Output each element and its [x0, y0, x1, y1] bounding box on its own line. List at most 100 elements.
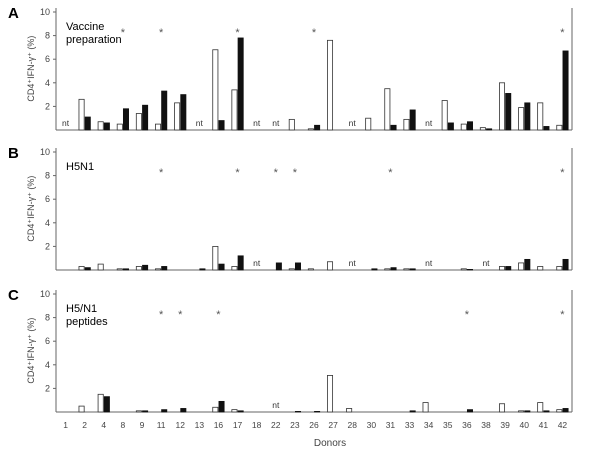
bar-white-donor-27: [327, 261, 334, 271]
y-tick-label: 2: [45, 241, 50, 251]
x-tick-label: 39: [500, 420, 510, 430]
bar-white-donor-16: [212, 406, 219, 413]
bar-white-donor-4: [97, 121, 104, 131]
x-tick-label: 11: [157, 420, 166, 430]
bar-white-donor-30: [365, 117, 372, 131]
bar-black-donor-16: [218, 120, 225, 131]
x-tick-label: 30: [367, 420, 377, 430]
x-tick-label: 17: [233, 420, 243, 430]
bar-black-donor-4: [103, 122, 110, 131]
y-tick-label: 8: [45, 171, 50, 181]
bar-white-donor-12: [174, 102, 181, 131]
bar-black-donor-40: [524, 102, 531, 131]
x-tick-label: 28: [347, 420, 357, 430]
bar-white-donor-36: [460, 123, 467, 131]
bar-black-donor-4: [103, 396, 110, 413]
panel-letter: B: [8, 145, 19, 162]
x-tick-label: 8: [121, 420, 126, 430]
bar-black-donor-42: [562, 258, 569, 271]
x-tick-label: 12: [175, 420, 185, 430]
bar-white-donor-42: [556, 124, 563, 131]
significance-star: *: [274, 167, 279, 179]
bar-white-donor-31: [384, 268, 391, 271]
not-tested-label: nt: [349, 258, 357, 268]
bar-white-donor-41: [537, 102, 544, 131]
x-tick-label: 9: [140, 420, 145, 430]
bar-black-donor-40: [524, 258, 531, 271]
bar-white-donor-8: [116, 268, 123, 271]
x-tick-label: 23: [290, 420, 300, 430]
bar-white-donor-41: [537, 266, 544, 271]
panel-title: preparation: [66, 34, 122, 46]
x-axis-label: Donors: [314, 438, 346, 449]
y-tick-label: 10: [40, 7, 50, 17]
panel-title: peptides: [66, 316, 108, 328]
bar-white-donor-42: [556, 409, 563, 413]
x-axis-tick-labels: 1 2 4 8 9 11 12 13 16 17 18 22 23 26 27 28 30 31 33 34 35 36 3…: [63, 420, 567, 430]
bar-white-donor-23: [288, 268, 295, 271]
bar-black-donor-11: [161, 266, 168, 271]
not-tested-label: nt: [425, 258, 433, 268]
bar-black-donor-33: [409, 109, 416, 131]
panel-letter: C: [8, 287, 19, 304]
y-tick-label: 2: [45, 101, 50, 111]
bar-white-donor-11: [155, 123, 162, 131]
bar-black-donor-33: [409, 410, 416, 413]
x-tick-label: 18: [252, 420, 262, 430]
not-tested-label: nt: [272, 400, 280, 410]
bar-black-donor-39: [505, 93, 512, 131]
y-tick-label: 4: [45, 218, 50, 228]
x-tick-label: 26: [309, 420, 319, 430]
not-tested-label: nt: [482, 258, 490, 268]
y-axis-label: CD4⁺IFN-γ⁺ (%): [26, 318, 36, 384]
y-tick-label: 2: [45, 383, 50, 393]
x-tick-label: 2: [82, 420, 87, 430]
bar-black-donor-36: [466, 409, 473, 413]
bar-black-donor-26: [314, 124, 321, 131]
bar-black-donor-23: [294, 262, 301, 271]
y-tick-label: 4: [45, 78, 50, 88]
x-tick-label: 35: [443, 420, 453, 430]
significance-star: *: [159, 167, 164, 179]
not-tested-label: nt: [253, 118, 261, 128]
bar-black-donor-39: [505, 266, 512, 271]
bar-white-donor-40: [518, 410, 525, 413]
bar-white-donor-26: [307, 128, 314, 131]
bar-white-donor-16: [212, 245, 219, 271]
bar-white-donor-2: [78, 98, 85, 131]
bar-white-donor-4: [97, 393, 104, 413]
x-tick-label: 4: [101, 420, 106, 430]
bar-white-donor-38: [479, 127, 486, 131]
y-tick-label: 10: [40, 289, 50, 299]
significance-star: *: [560, 309, 565, 321]
significance-star: *: [121, 27, 126, 39]
bar-black-donor-26: [314, 411, 321, 413]
panel-title: H5N1: [66, 161, 94, 173]
significance-star: *: [159, 27, 164, 39]
x-tick-label: 27: [328, 420, 338, 430]
bar-white-donor-27: [327, 39, 334, 131]
bar-black-donor-40: [524, 410, 531, 413]
not-tested-label: nt: [349, 118, 357, 128]
bar-black-donor-33: [409, 268, 416, 271]
bar-black-donor-17: [237, 37, 244, 131]
panel-title: Vaccine: [66, 21, 104, 33]
bar-black-donor-35: [447, 122, 454, 131]
bar-white-donor-36: [460, 268, 467, 271]
bar-white-donor-17: [231, 89, 238, 131]
bar-white-donor-23: [288, 118, 295, 131]
x-tick-label: 16: [214, 420, 224, 430]
significance-star: *: [293, 167, 298, 179]
significance-star: *: [159, 309, 164, 321]
bar-white-donor-42: [556, 266, 563, 271]
bar-black-donor-31: [390, 267, 397, 271]
bar-black-donor-9: [142, 104, 149, 131]
bar-white-donor-27: [327, 375, 334, 413]
x-tick-label: 36: [462, 420, 472, 430]
bar-black-donor-31: [390, 124, 397, 131]
bar-black-donor-11: [161, 90, 168, 131]
